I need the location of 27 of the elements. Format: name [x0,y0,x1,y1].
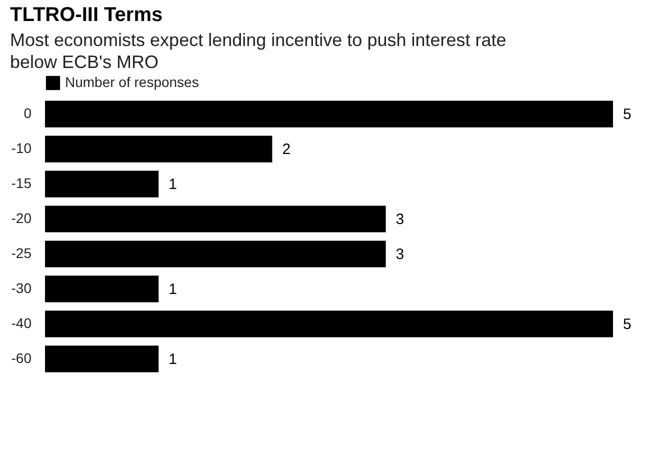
bar [45,136,272,162]
bar [45,240,386,268]
bar [45,170,159,198]
data-label: 2 [282,141,291,158]
bar [45,206,386,232]
bar [45,276,159,302]
y-tick-label: -10 [11,140,32,156]
y-tick-label: -40 [11,314,32,331]
legend-label: Number of responses [65,74,199,90]
bar [45,310,613,338]
y-tick-label: 0 [24,105,32,122]
data-label: 5 [623,316,632,333]
chart-title: TLTRO-III Terms [10,4,164,27]
chart-subtitle: Most economists expect lending incentive to push interest rate below ECB's MRO [10,29,508,73]
y-tick-label: -30 [11,280,32,296]
y-tick-label: -20 [11,210,32,226]
y-tick-label: -25 [11,244,32,261]
bar [45,346,159,372]
data-label: 3 [396,246,404,263]
bar [45,100,613,128]
data-label: 1 [168,280,177,298]
y-tick-label: -60 [11,350,32,366]
data-label: 1 [168,350,177,368]
y-tick-label: -15 [11,175,32,192]
data-label: 5 [623,106,632,124]
data-label: 1 [168,176,177,194]
data-label: 3 [396,211,404,228]
